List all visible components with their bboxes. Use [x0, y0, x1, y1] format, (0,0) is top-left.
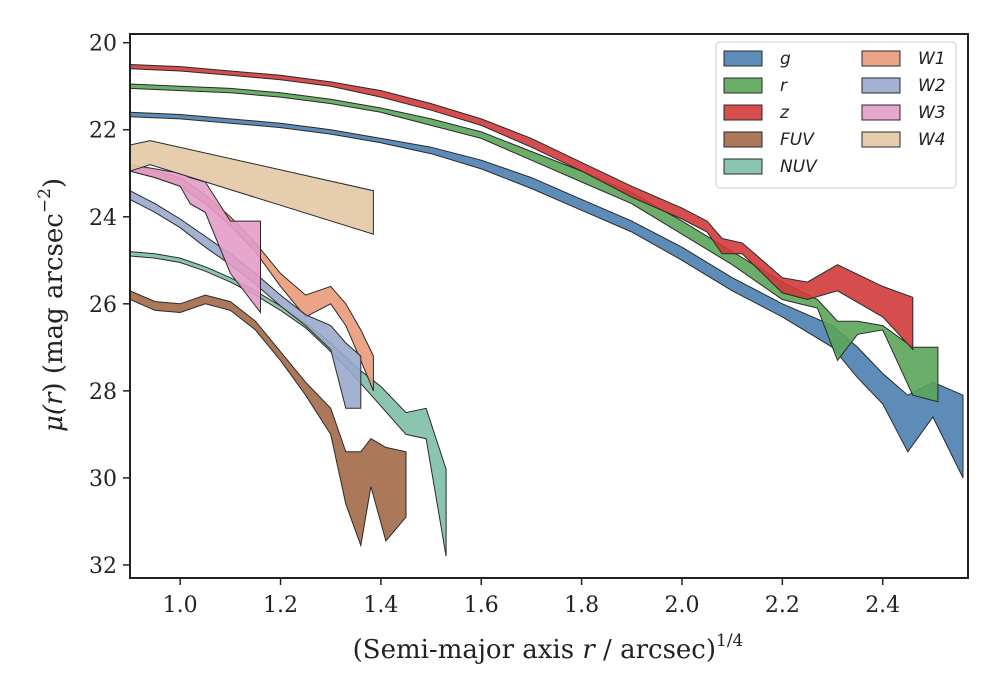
- y-tick-label: 20: [89, 32, 117, 57]
- x-tick-label: 1.4: [363, 593, 398, 618]
- legend-swatch-z: [723, 104, 763, 121]
- y-tick-label: 22: [89, 119, 117, 144]
- band-W4: [130, 140, 374, 235]
- x-axis-ticks: 1.0 1.2 1.4 1.6 1.8 2.0 2.2 2.4: [163, 578, 900, 618]
- plot-frame: [129, 33, 969, 579]
- legend-swatch-NUV: [723, 158, 763, 175]
- x-tick-label: 1.0: [163, 593, 198, 618]
- legend-label-FUV: FUV: [780, 130, 815, 150]
- legend-label-W2: W2: [918, 76, 946, 96]
- band-FUV: [130, 290, 407, 548]
- x-tick-label: 1.2: [263, 593, 298, 618]
- y-axis-label: μ(r) (mag arcsec−2): [35, 178, 69, 432]
- legend-label-r: r: [780, 76, 788, 96]
- band-r: [130, 83, 939, 403]
- legend-swatch-W2: [861, 77, 901, 94]
- legend-label-W1: W1: [918, 49, 946, 69]
- x-axis-label: (Semi-major axis r / arcsec)1/4: [353, 631, 744, 665]
- legend-label-g: g: [780, 49, 791, 69]
- legend-swatch-r: [723, 77, 763, 94]
- x-tick-label: 1.8: [564, 593, 599, 618]
- band-z: [130, 63, 914, 351]
- x-tick-label: 2.2: [765, 593, 800, 618]
- y-tick-label: 26: [89, 293, 117, 318]
- legend-swatch-W4: [861, 131, 901, 148]
- y-tick-label: 24: [89, 206, 117, 231]
- y-tick-label: 30: [89, 467, 117, 492]
- band-g: [130, 111, 964, 479]
- x-tick-label: 2.0: [664, 593, 699, 618]
- x-tick-label: 1.6: [464, 593, 499, 618]
- legend-swatch-FUV: [723, 131, 763, 148]
- y-axis-ticks: 20 22 24 26 28 30 32: [89, 32, 130, 579]
- legend-swatch-W1: [861, 50, 901, 67]
- legend-swatch-g: [723, 50, 763, 67]
- legend-swatch-W3: [861, 104, 901, 121]
- legend-label-NUV: NUV: [780, 157, 818, 177]
- x-tick-label: 2.4: [865, 593, 900, 618]
- y-tick-label: 32: [89, 554, 117, 579]
- surface-brightness-bands: [130, 63, 964, 557]
- legend: grz FUV NUV W1 W2 W3 W4: [715, 41, 957, 189]
- y-tick-label: 28: [89, 380, 117, 405]
- legend-label-z: z: [779, 103, 790, 123]
- legend-label-W3: W3: [918, 103, 946, 123]
- legend-label-W4: W4: [918, 130, 946, 150]
